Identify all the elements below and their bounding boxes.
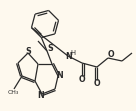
- Text: H: H: [70, 50, 75, 56]
- Text: N: N: [57, 71, 63, 80]
- Text: N: N: [38, 90, 44, 99]
- Text: S: S: [47, 45, 53, 54]
- Text: O: O: [94, 79, 100, 88]
- Text: O: O: [79, 75, 85, 84]
- Text: CH₃: CH₃: [7, 90, 19, 95]
- Text: O: O: [108, 51, 114, 59]
- Text: S: S: [25, 48, 31, 56]
- Text: N: N: [66, 53, 72, 61]
